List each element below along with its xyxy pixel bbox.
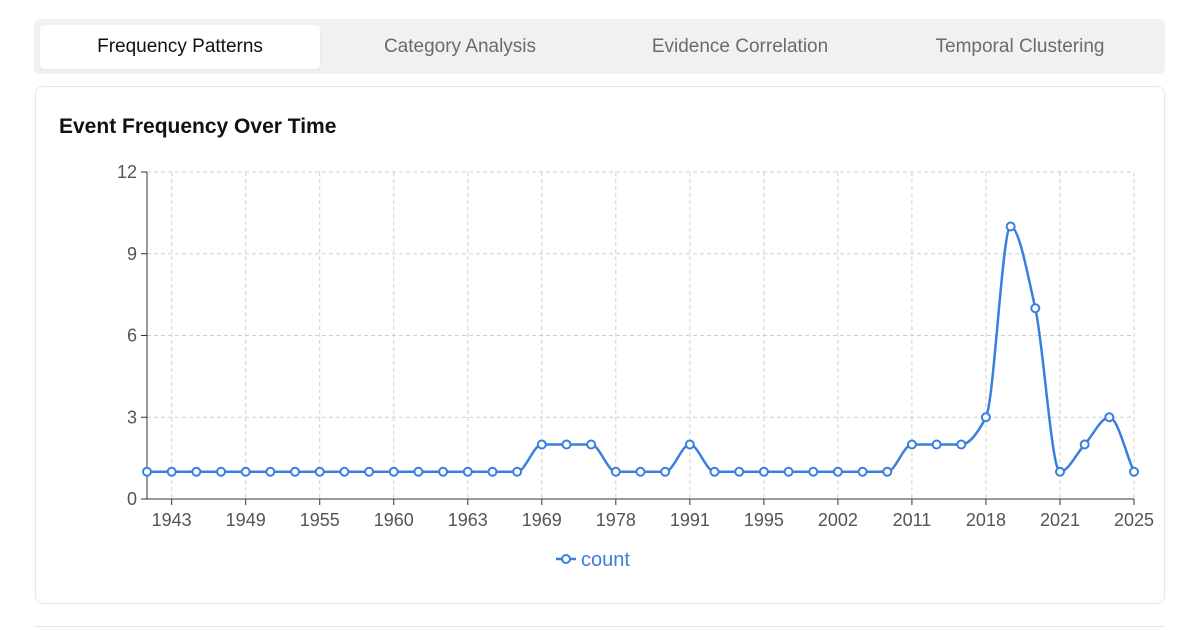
- data-point: [364, 466, 375, 477]
- x-tick-label: 1969: [522, 510, 562, 530]
- frequency-line-chart: 0 3 6 9 12 1943 1949 1955 1960 1963 1969 1978 1991 19…: [117, 162, 1154, 571]
- data-point: [660, 466, 671, 477]
- data-point: [314, 466, 325, 477]
- divider: [34, 626, 1165, 627]
- chart-title: Event Frequency Over Time: [59, 115, 337, 138]
- data-point: [857, 466, 868, 477]
- tab-evidence-correlation[interactable]: Evidence Correlation: [651, 36, 829, 57]
- data-point: [166, 466, 177, 477]
- data-point: [462, 466, 473, 477]
- tab-category-analysis[interactable]: Category Analysis: [383, 36, 537, 57]
- x-tick-label: 1949: [226, 510, 266, 530]
- data-point: [142, 466, 152, 477]
- data-point: [709, 466, 720, 477]
- tab-bar: Frequency Patterns Category Analysis Evi…: [34, 19, 1165, 74]
- x-tick-label: 1943: [152, 510, 192, 530]
- x-tick-label: 2011: [893, 510, 932, 530]
- data-point: [265, 466, 276, 477]
- data-point: [561, 439, 572, 450]
- data-point: [1030, 303, 1041, 314]
- data-point: [980, 412, 991, 423]
- data-point: [388, 466, 399, 477]
- data-point: [635, 466, 646, 477]
- x-tick-label: 1963: [448, 510, 488, 530]
- data-point: [610, 466, 621, 477]
- data-point: [808, 466, 819, 477]
- tab-frequency-patterns[interactable]: Frequency Patterns: [40, 25, 320, 69]
- data-point: [413, 466, 424, 477]
- data-point: [906, 439, 917, 450]
- data-point: [684, 439, 695, 450]
- data-point: [882, 466, 893, 477]
- data-point: [931, 439, 942, 450]
- data-point: [536, 439, 547, 450]
- data-point: [487, 466, 498, 477]
- legend-marker: [561, 554, 571, 564]
- data-point: [1104, 412, 1115, 423]
- x-tick-label: 2021: [1040, 510, 1080, 530]
- legend-label: count: [581, 549, 630, 571]
- x-tick-label: 1960: [374, 510, 414, 530]
- tab-temporal-clustering[interactable]: Temporal Clustering: [935, 36, 1105, 57]
- data-point: [586, 439, 597, 450]
- data-point: [339, 466, 350, 477]
- x-tick-label: 2002: [818, 510, 858, 530]
- y-tick-label: 12: [117, 162, 137, 182]
- data-point: [758, 466, 769, 477]
- y-tick-label: 6: [127, 326, 137, 346]
- data-point: [1054, 466, 1065, 477]
- x-tick-label: 1955: [300, 510, 340, 530]
- data-point: [832, 466, 843, 477]
- data-point: [240, 466, 251, 477]
- data-point: [734, 466, 745, 477]
- x-tick-label: 1991: [670, 510, 710, 530]
- x-tick-label: 1978: [596, 510, 636, 530]
- y-tick-label: 9: [127, 244, 137, 264]
- data-point: [216, 466, 227, 477]
- y-tick-label: 0: [127, 489, 137, 509]
- data-point: [1129, 466, 1139, 477]
- data-point: [1079, 439, 1090, 450]
- data-point: [191, 466, 202, 477]
- data-point: [783, 466, 794, 477]
- data-point: [512, 466, 523, 477]
- x-tick-label: 1995: [744, 510, 784, 530]
- data-point: [290, 466, 301, 477]
- x-tick-label: 2025: [1114, 510, 1154, 530]
- data-point: [1005, 221, 1016, 232]
- data-point: [438, 466, 449, 477]
- chart-card: Event Frequency Over Time 0 3 6 9 12 1943 1949…: [35, 86, 1165, 604]
- x-tick-label: 2018: [966, 510, 1006, 530]
- y-tick-label: 3: [127, 407, 137, 427]
- data-point: [956, 439, 967, 450]
